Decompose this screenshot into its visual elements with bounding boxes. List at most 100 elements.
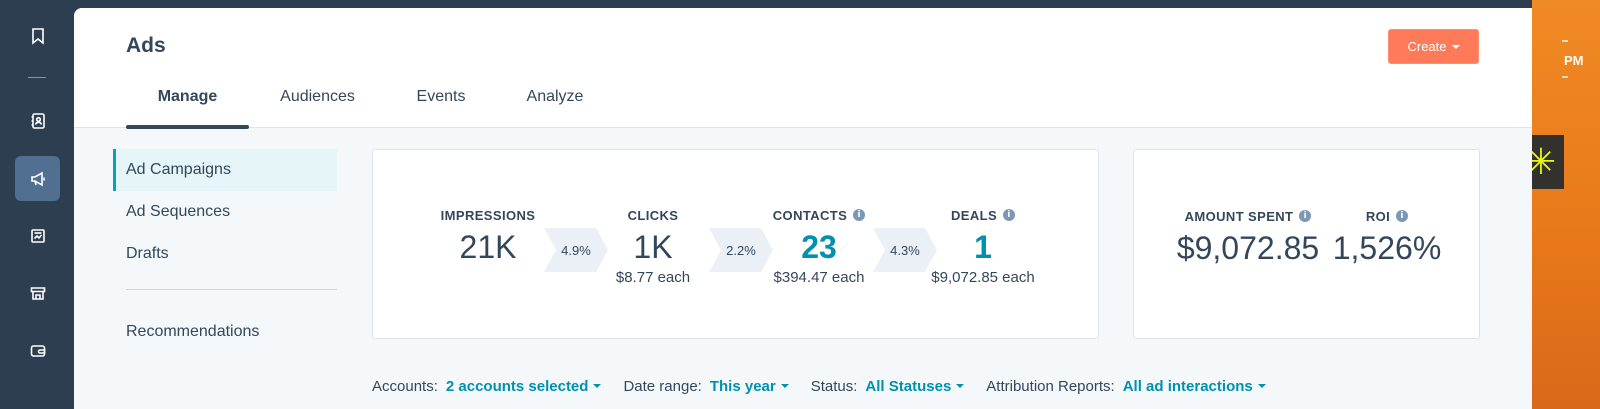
metric-label: CLICKS <box>627 207 679 223</box>
tab-label: Audiences <box>280 88 355 105</box>
desktop-background: PM <box>1532 0 1600 409</box>
filter-label: Date range: <box>623 377 702 395</box>
tab-label: Analyze <box>526 88 584 105</box>
filter-bar: Accounts: 2 accounts selected Date range… <box>372 376 1288 396</box>
attribution-dropdown[interactable]: All ad interactions <box>1123 378 1266 395</box>
filter-label: Status: <box>810 377 858 395</box>
subnav-item-ad-campaigns[interactable]: Ad Campaigns <box>113 149 337 191</box>
dropdown-value: 2 accounts selected <box>445 377 589 395</box>
accounts-filter: Accounts: 2 accounts selected <box>372 376 602 396</box>
chevron-arrow-shape <box>873 228 937 272</box>
status-dropdown[interactable]: All Statuses <box>865 377 965 395</box>
metric-value-link[interactable]: 23 <box>801 229 837 265</box>
bookmark-icon <box>31 27 44 45</box>
info-icon[interactable]: i <box>1396 210 1409 222</box>
chevron-down-icon <box>593 384 602 388</box>
create-button[interactable]: Create <box>1388 29 1479 64</box>
tab-manage[interactable]: Manage <box>126 88 249 129</box>
reports-nav-button[interactable] <box>15 213 60 258</box>
metric-label: IMPRESSIONS <box>440 207 536 223</box>
subnav-label: Ad Sequences <box>126 203 231 220</box>
conversion-rate-arrow: 4.9% <box>544 228 608 272</box>
menu-bar-clock: PM <box>1564 53 1584 68</box>
desktop-tick <box>1562 76 1568 78</box>
conversion-rate: 4.3% <box>890 242 920 258</box>
metric-value-link[interactable]: 1 <box>974 229 992 265</box>
attribution-filter: Attribution Reports: All ad interactions <box>986 376 1266 396</box>
metric-label: ROI i <box>1332 208 1442 224</box>
metric-value: 1K <box>633 229 673 265</box>
subnav-item-recommendations[interactable]: Recommendations <box>113 311 337 353</box>
status-filter: Status: All Statuses <box>811 376 965 396</box>
subnav-label: Ad Campaigns <box>126 161 231 178</box>
date-range-filter: Date range: This year <box>623 376 789 396</box>
info-icon[interactable]: i <box>853 209 866 221</box>
chevron-arrow-shape <box>709 228 773 272</box>
metric-roi: ROI i 1,526% <box>1332 208 1442 268</box>
subnav-item-ad-sequences[interactable]: Ad Sequences <box>113 191 337 233</box>
subnav-divider <box>126 289 337 290</box>
metric-label-text: AMOUNT SPENT <box>1184 208 1294 224</box>
info-icon[interactable]: i <box>1299 210 1312 222</box>
filter-label: Attribution Reports: <box>986 377 1115 395</box>
contacts-book-icon <box>31 112 45 129</box>
subnav-label: Drafts <box>126 245 169 262</box>
metric-amount-spent: AMOUNT SPENT i $9,072.85 <box>1174 208 1322 268</box>
tab-events[interactable]: Events <box>416 88 466 128</box>
tab-analyze[interactable]: Analyze <box>526 88 584 128</box>
nav-divider <box>28 77 46 78</box>
desktop-tick <box>1562 40 1568 42</box>
metric-label-text: ROI <box>1365 208 1391 224</box>
chevron-arrow-shape <box>544 228 608 272</box>
metric-cost-each: $8.77 each <box>615 269 691 286</box>
main-panel: Ads Create Manage Audiences Events Analy… <box>74 8 1532 409</box>
metric-cost-each: $394.47 each <box>773 269 865 286</box>
date-range-dropdown[interactable]: This year <box>710 378 789 395</box>
metric-value: 21K <box>459 229 517 265</box>
accounts-dropdown[interactable]: 2 accounts selected <box>446 378 602 395</box>
metric-label: DEALS i <box>919 207 1047 223</box>
wallet-icon <box>30 344 45 357</box>
metric-impressions: IMPRESSIONS 21K <box>421 207 555 267</box>
subnav-item-drafts[interactable]: Drafts <box>113 233 337 275</box>
filter-label: Accounts: <box>372 377 438 395</box>
left-nav-rail <box>0 0 74 409</box>
payments-nav-button[interactable] <box>15 328 60 373</box>
report-icon <box>30 228 45 243</box>
funnel-metrics-card: IMPRESSIONS 21K 4.9% CLICKS 1K $8.77 eac… <box>372 149 1099 339</box>
metric-label: CONTACTS i <box>757 207 881 223</box>
megaphone-icon <box>30 171 45 186</box>
chevron-down-icon <box>1257 384 1266 388</box>
metric-label-text: DEALS <box>950 207 998 223</box>
marketing-nav-button[interactable] <box>15 156 60 201</box>
page-title: Ads <box>126 34 166 57</box>
info-icon[interactable]: i <box>1003 209 1016 221</box>
page-header: Ads Create Manage Audiences Events Analy… <box>74 8 1532 129</box>
tab-label: Manage <box>157 88 218 105</box>
metric-clicks: CLICKS 1K $8.77 each <box>599 207 707 287</box>
dropdown-value: All Statuses <box>865 377 952 395</box>
store-icon <box>30 286 45 300</box>
metric-contacts: CONTACTS i 23 $394.47 each <box>757 207 881 286</box>
metric-value: $9,072.85 <box>1176 230 1320 266</box>
dropdown-value: All ad interactions <box>1122 377 1253 395</box>
create-button-label: Create <box>1407 39 1447 54</box>
dropdown-value: This year <box>709 377 776 395</box>
tab-audiences[interactable]: Audiences <box>280 88 355 128</box>
commerce-nav-button[interactable] <box>15 270 60 315</box>
spend-roi-card: AMOUNT SPENT i $9,072.85 ROI i 1,526% <box>1133 149 1480 339</box>
subnav-label: Recommendations <box>126 323 260 340</box>
contacts-nav-button[interactable] <box>15 98 60 143</box>
tab-label: Events <box>416 88 466 105</box>
conversion-rate: 4.9% <box>561 242 591 258</box>
conversion-rate-arrow: 4.3% <box>873 228 937 272</box>
metric-label: AMOUNT SPENT i <box>1174 208 1322 224</box>
metric-value: 1,526% <box>1332 230 1442 266</box>
conversion-rate-arrow: 2.2% <box>709 228 773 272</box>
metric-deals: DEALS i 1 $9,072.85 each <box>919 207 1047 287</box>
metric-label-text: CONTACTS <box>772 207 848 223</box>
chevron-down-icon <box>1451 44 1460 49</box>
bookmark-nav-button[interactable] <box>15 13 60 58</box>
chevron-down-icon <box>956 384 965 388</box>
conversion-rate: 2.2% <box>726 242 756 258</box>
